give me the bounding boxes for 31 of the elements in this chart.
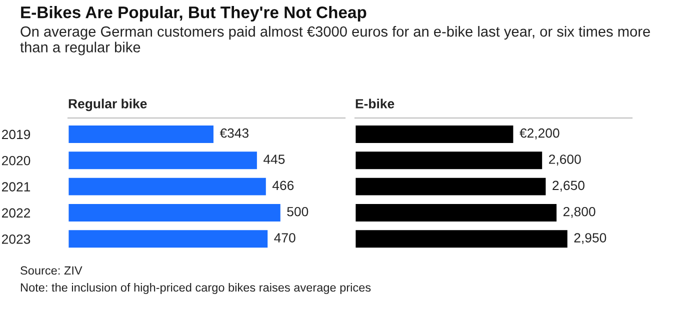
chart-subtitle: E-Bikes Are Popular, But They're Not Cheap xyxy=(21,6,366,22)
data-label: 2,950 xyxy=(574,233,606,244)
y-tick-label: 2019 xyxy=(2,130,30,140)
y-tick-label: 2022 xyxy=(2,208,30,218)
bar xyxy=(355,150,544,171)
source-note: Source: ZIV xyxy=(20,266,82,275)
text: On average German customers paid almost €3000 euros for an e-bike last year, or six times more than a regular bike xyxy=(20,26,650,56)
bar xyxy=(68,202,282,223)
bar xyxy=(68,176,268,197)
bar xyxy=(355,176,548,197)
y-tick-label: 2023 xyxy=(2,234,30,244)
data-label: 2,800 xyxy=(563,206,596,218)
data-label: €2,200 xyxy=(520,128,560,140)
data-label: 445 xyxy=(263,154,285,164)
y-tick-label: 2020 xyxy=(2,156,30,166)
bar xyxy=(68,150,258,171)
bar xyxy=(68,228,269,250)
data-label: 470 xyxy=(274,233,296,242)
bar xyxy=(68,124,215,144)
bar xyxy=(355,124,515,144)
data-label: 500 xyxy=(287,206,308,216)
chart-title: E-bike xyxy=(356,98,394,108)
data-label: 2,650 xyxy=(552,180,584,192)
y-tick-label: 2021 xyxy=(2,182,30,192)
bar xyxy=(355,228,569,250)
data-label: 2,600 xyxy=(549,154,581,166)
data-label: €343 xyxy=(220,128,248,138)
bar xyxy=(355,202,558,223)
data-label: 466 xyxy=(272,180,294,190)
chart-title: Regular bike xyxy=(68,98,147,112)
text: Note: the inclusion of high-priced cargo bikes raises average prices xyxy=(20,283,371,294)
